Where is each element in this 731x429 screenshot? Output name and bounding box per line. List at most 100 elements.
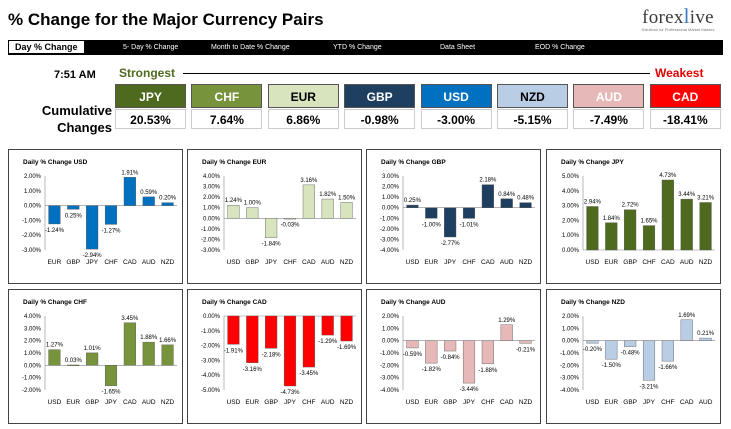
x-tick-label: CHF [661,399,674,406]
chart-title: Daily % Change AUD [381,299,446,306]
tab-eod-change[interactable]: EOD % Change [535,44,585,51]
bar-nzd [519,202,532,208]
chart-panel-jpy: Daily % Change JPY 5.00% 4.00% 3.00% 2.00% 1.… [546,149,721,284]
tab-5-day-change[interactable]: 5- Day % Change [123,44,179,51]
data-label: 1.65% [640,219,658,225]
x-tick-label: AUD [500,259,514,266]
y-tick-label: -4.00% [380,388,400,394]
tab-bar: Day % Change 5- Day % Change Month to Da… [8,40,723,55]
data-label: 1.01% [84,346,102,352]
bar-chf [104,205,118,225]
bar-gbp [444,340,457,352]
chart-title: Daily % Change CHF [23,299,87,306]
x-tick-label: EUR [245,399,259,406]
data-label: -4.73% [280,390,300,396]
x-tick-label: AUD [680,259,694,266]
bar-eur [605,222,618,251]
data-label: 1.91% [121,170,139,176]
logo-subtitle: Solutions for Professional Market Makers [641,27,715,32]
x-tick-label: GBP [623,259,637,266]
data-label: -0.20% [583,347,603,353]
y-tick-label: 0.00% [382,339,400,345]
bar-aud [142,341,155,366]
bar-chf [661,340,674,362]
bar-eur [67,364,80,366]
bar-usd [586,206,599,251]
timestamp: 7:51 AM [54,69,96,81]
cumulative-value-nzd: -5.15% [497,109,568,129]
y-tick-label: -2.00% [22,388,42,394]
chart-panel-usd: Daily % Change USD 2.00% 1.00% 0.00% -1.00% -… [8,149,183,284]
chart-cad: Daily % Change CAD 0.00% -1.00% -2.00% -3.00… [201,299,357,406]
chart-title: Daily % Change JPY [561,159,625,166]
currency-box-aud: AUD [573,84,645,108]
data-label: -0.48% [621,351,641,357]
bar-chf [302,315,315,368]
y-tick-label: 3.00% [382,174,400,180]
x-tick-label: GBP [264,399,278,406]
x-tick-label: CAD [680,399,694,406]
y-tick-label: 4.00% [24,314,42,320]
data-label: -1.29% [318,339,338,345]
forexlive-logo[interactable]: forexliveforexlive Solutions for Profess… [632,4,724,36]
x-tick-label: CHF [481,399,494,406]
bar-nzd [340,202,353,219]
y-tick-label: 0.00% [562,339,580,345]
y-tick-label: 3.00% [562,204,580,210]
data-label: -2.18% [262,352,282,358]
header: % Change for the Major Currency Pairs fo… [0,0,731,40]
chart-usd: Daily % Change USD2.00%1.00%0.00%-1.00%-… [22,159,177,266]
cumulative-value-gbp: -0.98% [344,109,416,129]
data-label: 0.03% [65,358,83,364]
data-label: 0.84% [498,192,516,198]
x-tick-label: EUR [604,399,618,406]
x-tick-label: JPY [643,399,656,406]
bar-cad [123,322,136,366]
y-tick-label: -1.00% [201,329,221,335]
x-tick-label: CAD [123,399,137,406]
y-tick-label: -1.00% [22,218,42,224]
bar-usd [406,340,419,349]
data-label: 2.72% [622,203,640,209]
data-label: 2.18% [479,178,497,184]
data-label: 1.29% [498,318,516,324]
y-tick-label: -3.00% [201,358,221,364]
chart-panel-nzd: Daily % Change NZD 2.00% 1.00% 0.00% -1.00% -… [546,289,721,424]
data-label: -3.44% [459,387,479,393]
bar-eur [425,340,438,364]
y-tick-label: 2.00% [24,174,42,180]
bar-eur [425,207,438,219]
chart-eur: Daily % Change EUR 4.00% 3.00% 2.00% 1.00% 0.… [201,159,356,266]
tab-day-change[interactable]: Day % Change [8,40,85,54]
x-tick-label: GBP [245,259,259,266]
x-tick-label: EUR [424,259,438,266]
tab-month-to-date-change[interactable]: Month to Date % Change [211,44,290,51]
y-tick-label: -1.00% [560,351,580,357]
x-tick-label: USD [227,399,241,406]
currency-box-jpy: JPY [115,84,186,108]
x-tick-label: NZD [340,259,354,266]
x-tick-label: USD [227,259,241,266]
y-tick-label: -4.00% [380,248,400,254]
bar-gbp [624,209,637,251]
bar-usd [406,204,419,208]
x-tick-label: JPY [284,399,297,406]
data-label: 3.45% [121,316,139,322]
y-tick-label: 2.00% [24,339,42,345]
y-tick-label: 0.00% [203,216,221,222]
page-title: % Change for the Major Currency Pairs [8,10,324,29]
data-label: 0.20% [159,196,177,202]
y-tick-label: -1.00% [201,227,221,233]
bar-chf [481,340,494,365]
y-tick-label: -1.00% [380,216,400,222]
tab-ytd-change[interactable]: YTD % Change [333,44,382,51]
y-tick-label: -1.00% [380,351,400,357]
tab-data-sheet[interactable]: Data Sheet [440,44,476,51]
x-tick-label: JPY [265,259,278,266]
x-tick-label: JPY [444,259,457,266]
bar-eur [246,315,259,363]
y-tick-label: -1.00% [22,376,42,382]
x-tick-label: NZD [161,259,175,266]
data-label: 1.00% [244,201,262,207]
bar-aud [699,337,712,341]
